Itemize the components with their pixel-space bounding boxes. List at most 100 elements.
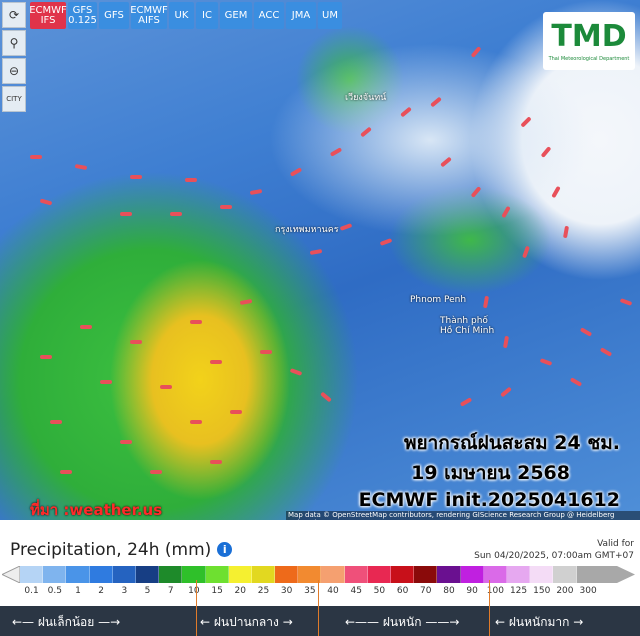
model-button-gem[interactable]: GEM <box>220 2 252 29</box>
model-button-ic[interactable]: IC <box>196 2 218 29</box>
location-pin-icon[interactable]: ⚲ <box>2 30 26 56</box>
legend: Precipitation, 24h (mm) i Valid for Sun 04… <box>0 520 640 636</box>
wind-arrow <box>39 198 53 206</box>
colorbar-tick: 40 <box>327 586 339 596</box>
wind-arrow <box>190 320 202 324</box>
city-icon[interactable]: CITY <box>2 86 26 112</box>
wind-arrow <box>470 46 482 58</box>
wind-arrow <box>579 327 593 337</box>
wind-arrow <box>470 186 482 198</box>
model-init: ECMWF init.2025041612 <box>358 489 620 511</box>
colorbar-tick: 70 <box>420 586 432 596</box>
category-light: ←— ฝนเล็กน้อย —→ <box>12 615 121 629</box>
model-button-ecmwf-ifs[interactable]: ECMWF IFS <box>29 2 67 29</box>
colorbar-tick: 45 <box>350 586 362 596</box>
colorbar-tick: 0.5 <box>47 586 62 596</box>
refresh-icon[interactable]: ⟳ <box>2 2 26 28</box>
wind-arrow <box>482 295 490 309</box>
city-label-ho-chi-minh: Thành phố Hồ Chí Minh <box>440 316 495 336</box>
colorbar-swatch <box>159 566 183 583</box>
wind-arrow <box>339 223 353 231</box>
colorbar-tick: 10 <box>188 586 200 596</box>
model-button-um[interactable]: UM <box>318 2 342 29</box>
wind-arrow <box>50 420 62 424</box>
colorbar-tick: 2 <box>98 586 105 596</box>
city-label-bangkok: กรุงเทพมหานคร <box>275 225 339 235</box>
colorbar-tick: 300 <box>579 586 597 596</box>
colorbar-tick: 7 <box>167 586 174 596</box>
colorbar-swatch <box>66 566 90 583</box>
colorbar-swatch <box>112 566 136 583</box>
colorbar-swatch <box>20 566 44 583</box>
colorbar-ticks: 0.1 0.5 1 2 3 5 7 10 15 20 25 30 35 40 45 50 60 70 80 90 100… <box>20 586 600 596</box>
wind-arrow <box>520 116 532 128</box>
wind-arrow <box>185 178 197 182</box>
divider-90 <box>489 580 490 636</box>
colorbar-tick: 150 <box>533 586 551 596</box>
wind-arrow <box>120 212 132 216</box>
colorbar-swatch <box>321 566 345 583</box>
colorbar-swatch <box>251 566 276 583</box>
wind-arrow <box>329 147 343 157</box>
colorbar-tick: 30 <box>280 586 293 596</box>
colorbar-swatch <box>298 566 322 583</box>
colorbar-swatch <box>344 566 368 583</box>
wind-arrow <box>249 188 263 196</box>
wind-arrow <box>230 410 242 414</box>
divider-10 <box>196 580 197 636</box>
model-button-uk[interactable]: UK <box>169 2 194 29</box>
wind-arrow <box>400 106 412 118</box>
info-icon[interactable]: i <box>217 542 233 557</box>
colorbar-swatch <box>89 566 113 583</box>
wind-arrow <box>289 167 303 177</box>
colorbar-swatch <box>553 566 577 583</box>
model-button-jma[interactable]: JMA <box>286 2 316 29</box>
map-attribution[interactable]: Map data © OpenStreetMap contributors, r… <box>286 511 640 520</box>
colorbar-right-arrow <box>577 566 635 583</box>
precipitation-map[interactable]: เวียงจันทน์ กรุงเทพมหานคร Phnom Penh Thà… <box>0 0 640 520</box>
wind-arrow <box>562 225 570 239</box>
colorbar-swatch <box>182 566 206 583</box>
colorbar-tick: 80 <box>443 586 455 596</box>
category-very-heavy: ← ฝนหนักมาก → <box>495 615 584 629</box>
model-button-ecmwf-aifs[interactable]: ECMWF AIFS <box>130 2 168 29</box>
colorbar-tick: 1 <box>75 586 81 596</box>
wind-arrow <box>551 185 561 199</box>
colorbar-swatch <box>460 566 484 583</box>
wind-arrow <box>599 347 613 357</box>
zoom-out-icon[interactable]: ⊖ <box>2 58 26 84</box>
wind-arrow <box>539 358 553 366</box>
colorbar <box>20 566 577 583</box>
colorbar-tick: 0.1 <box>24 586 39 596</box>
tmd-logo: TMD Thai Meteorological Department <box>543 12 635 70</box>
colorbar-tick: 125 <box>509 586 528 596</box>
wind-arrow <box>440 156 452 168</box>
colorbar-swatch <box>391 566 415 583</box>
wind-arrow <box>260 350 272 354</box>
colorbar-swatch <box>414 566 438 583</box>
model-button-acc[interactable]: ACC <box>254 2 284 29</box>
colorbar-tick: 3 <box>121 586 128 596</box>
model-button-gfs-0-125[interactable]: GFS 0.125 <box>68 2 97 29</box>
wind-arrow <box>100 380 112 384</box>
wind-arrow <box>150 470 162 474</box>
colorbar-swatch <box>483 566 507 583</box>
wind-arrow <box>40 355 52 359</box>
wind-arrow <box>74 163 88 171</box>
wind-arrow <box>210 460 222 464</box>
wind-arrow <box>289 368 303 376</box>
colorbar-tick: 35 <box>304 586 316 596</box>
model-button-gfs[interactable]: GFS <box>99 2 129 29</box>
wind-arrow <box>379 238 393 246</box>
city-label-phnom-penh: Phnom Penh <box>410 295 467 305</box>
wind-arrow <box>130 175 142 179</box>
colorbar-swatch <box>205 566 229 583</box>
colorbar-swatch <box>228 566 252 583</box>
colorbar-tick: 15 <box>211 586 223 596</box>
colorbar-tick: 5 <box>144 586 151 596</box>
wind-arrow <box>160 385 172 389</box>
wind-arrow <box>619 298 633 306</box>
colorbar-swatch <box>437 566 461 583</box>
category-band: ←— ฝนเล็กน้อย —→ ← ฝนปานกลาง → ←—— ฝนหนั… <box>0 606 640 636</box>
colorbar-tick: 90 <box>466 586 478 596</box>
